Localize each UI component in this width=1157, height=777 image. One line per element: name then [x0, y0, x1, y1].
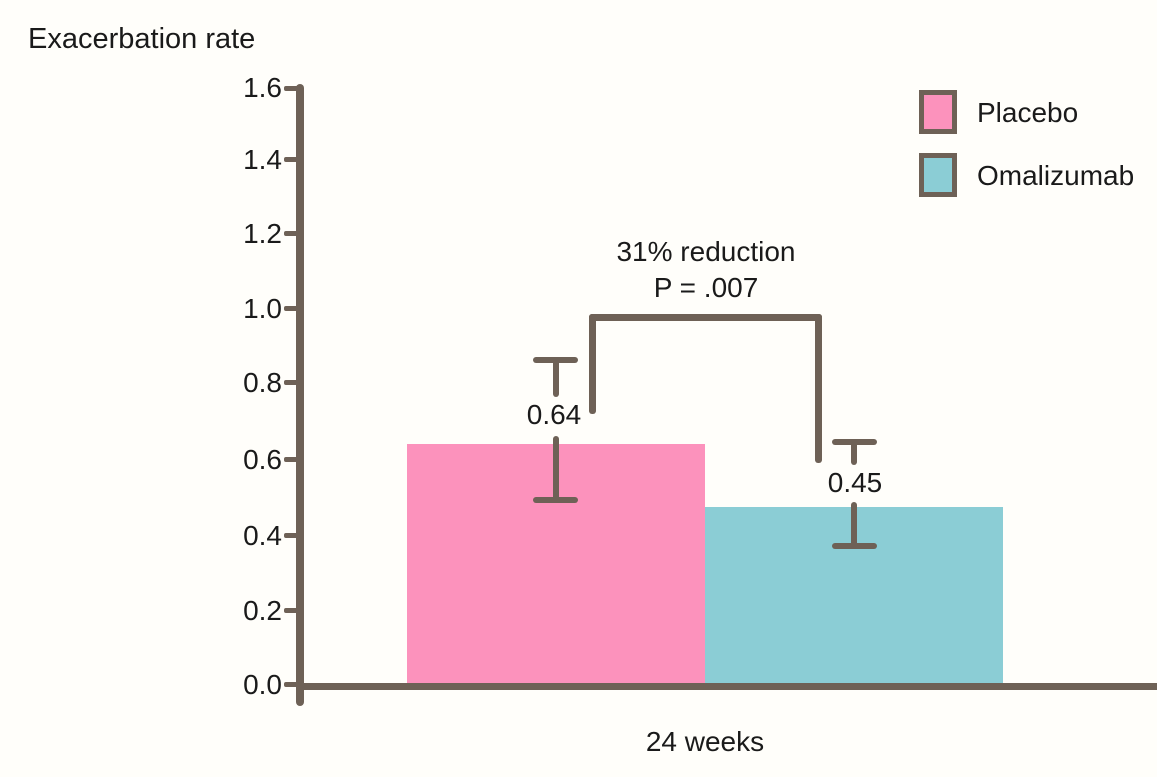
y-tick-mark — [284, 682, 300, 687]
y-tick-mark — [284, 157, 300, 162]
legend-swatch-placebo — [919, 90, 957, 134]
y-tick-label: 0.6 — [243, 444, 282, 475]
y-tick-mark — [284, 86, 300, 91]
error-bar-stem-upper — [851, 439, 857, 465]
error-bar-bottom-cap — [533, 497, 578, 503]
error-bar-stem-lower — [851, 502, 857, 549]
x-category-label: 24 weeks — [645, 726, 765, 757]
y-tick-mark — [284, 608, 300, 613]
y-tick-mark — [284, 533, 300, 538]
y-tick-label: 1.6 — [243, 72, 282, 103]
omalizumab-value-label: 0.45 — [827, 467, 883, 498]
y-tick-mark — [284, 457, 300, 462]
y-tick-label: 0.8 — [243, 367, 282, 398]
y-tick-label: 0.0 — [243, 669, 282, 700]
placebo-value-label: 0.64 — [526, 399, 582, 430]
y-tick-mark — [284, 231, 300, 236]
y-tick-label: 0.2 — [243, 595, 282, 626]
y-tick-label: 1.4 — [243, 144, 282, 175]
y-axis — [296, 84, 304, 706]
y-tick-label: 0.4 — [243, 520, 282, 551]
bracket-right-leg — [815, 314, 822, 463]
annotation-pvalue: P = .007 — [653, 272, 759, 303]
x-axis — [296, 683, 1157, 690]
comparison-annotation: 31% reduction P = .007 — [556, 234, 856, 306]
bracket-top-bar — [589, 314, 822, 321]
y-tick-label: 1.0 — [243, 293, 282, 324]
y-axis-title: Exacerbation rate — [28, 23, 256, 55]
y-tick-mark — [284, 380, 300, 385]
bracket-left-leg — [589, 314, 596, 414]
y-tick-mark — [284, 306, 300, 311]
legend-label-placebo: Placebo — [977, 97, 1079, 128]
legend-swatch-omalizumab — [919, 153, 957, 197]
error-bar-stem-lower — [553, 436, 559, 502]
legend-label-omalizumab: Omalizumab — [977, 160, 1135, 191]
error-bar-stem-upper — [553, 357, 559, 397]
error-bar-bottom-cap — [832, 543, 877, 549]
annotation-reduction: 31% reduction — [616, 236, 796, 267]
y-tick-label: 1.2 — [243, 218, 282, 249]
